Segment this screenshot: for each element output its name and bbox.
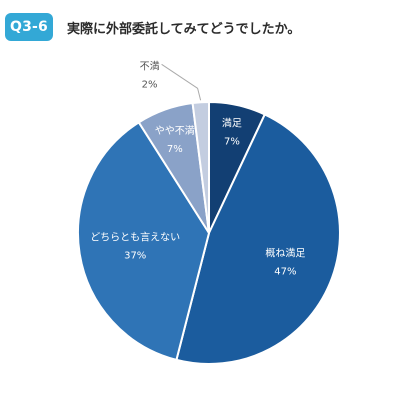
slice-value-label-3: 37% (124, 251, 146, 262)
slice-labels: 満足 7% 概ね満足 47% どちらとも言えない 37% やや不満 7% 不満 2% (90, 60, 305, 277)
slice-label-5: 不満 (140, 60, 160, 72)
pie-slice-2 (175, 113, 341, 365)
slice-label-2: 概ね満足 (265, 247, 305, 260)
question-title: 実際に外部委託してみてどうでしたか。 (67, 21, 301, 37)
question-number-badge: Q3-6 (5, 13, 53, 41)
pie-slices (77, 100, 341, 365)
question-header: Q3-6 実際に外部委託してみてどうでしたか。 (5, 13, 413, 41)
slice-label-4: やや不満 (155, 125, 195, 137)
leader-lines (161, 63, 202, 101)
slice-label-3: どちらとも言えない (90, 231, 180, 244)
slice-value-label-4: 7% (167, 144, 183, 155)
slice-label-1: 満足 (222, 118, 242, 130)
slice-value-label-2: 47% (274, 267, 296, 278)
slice-value-label-1: 7% (224, 137, 240, 148)
pie-slice-5 (191, 100, 210, 234)
leader-line-5 (161, 63, 202, 101)
slice-value-label-5: 2% (142, 79, 158, 90)
